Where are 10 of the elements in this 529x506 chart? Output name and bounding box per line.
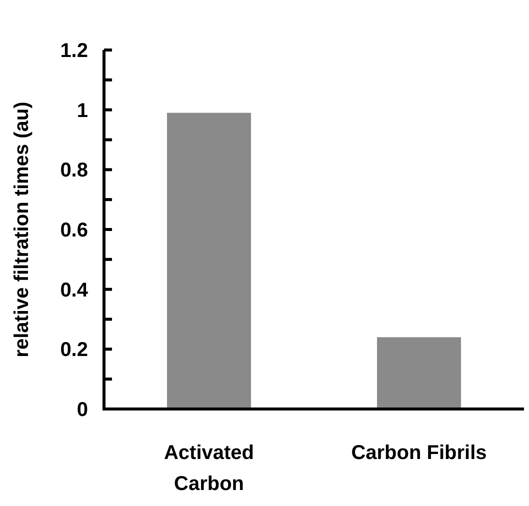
y-tick-label: 0.8 [60, 160, 88, 182]
y-tick-label: 0.4 [60, 279, 89, 302]
y-tick-label: 1.2 [60, 40, 88, 62]
y-tick-label: 0.6 [60, 220, 88, 242]
x-tick-label: Carbon Fibrils [351, 442, 487, 464]
y-axis-title: relative filtration times (au) [11, 102, 33, 358]
x-tick-label: Activated Carbon [164, 442, 254, 495]
y-tick-label: 1 [76, 100, 88, 122]
y-tick-label: 0 [76, 399, 88, 421]
y-tick-label: 0.2 [60, 339, 88, 362]
